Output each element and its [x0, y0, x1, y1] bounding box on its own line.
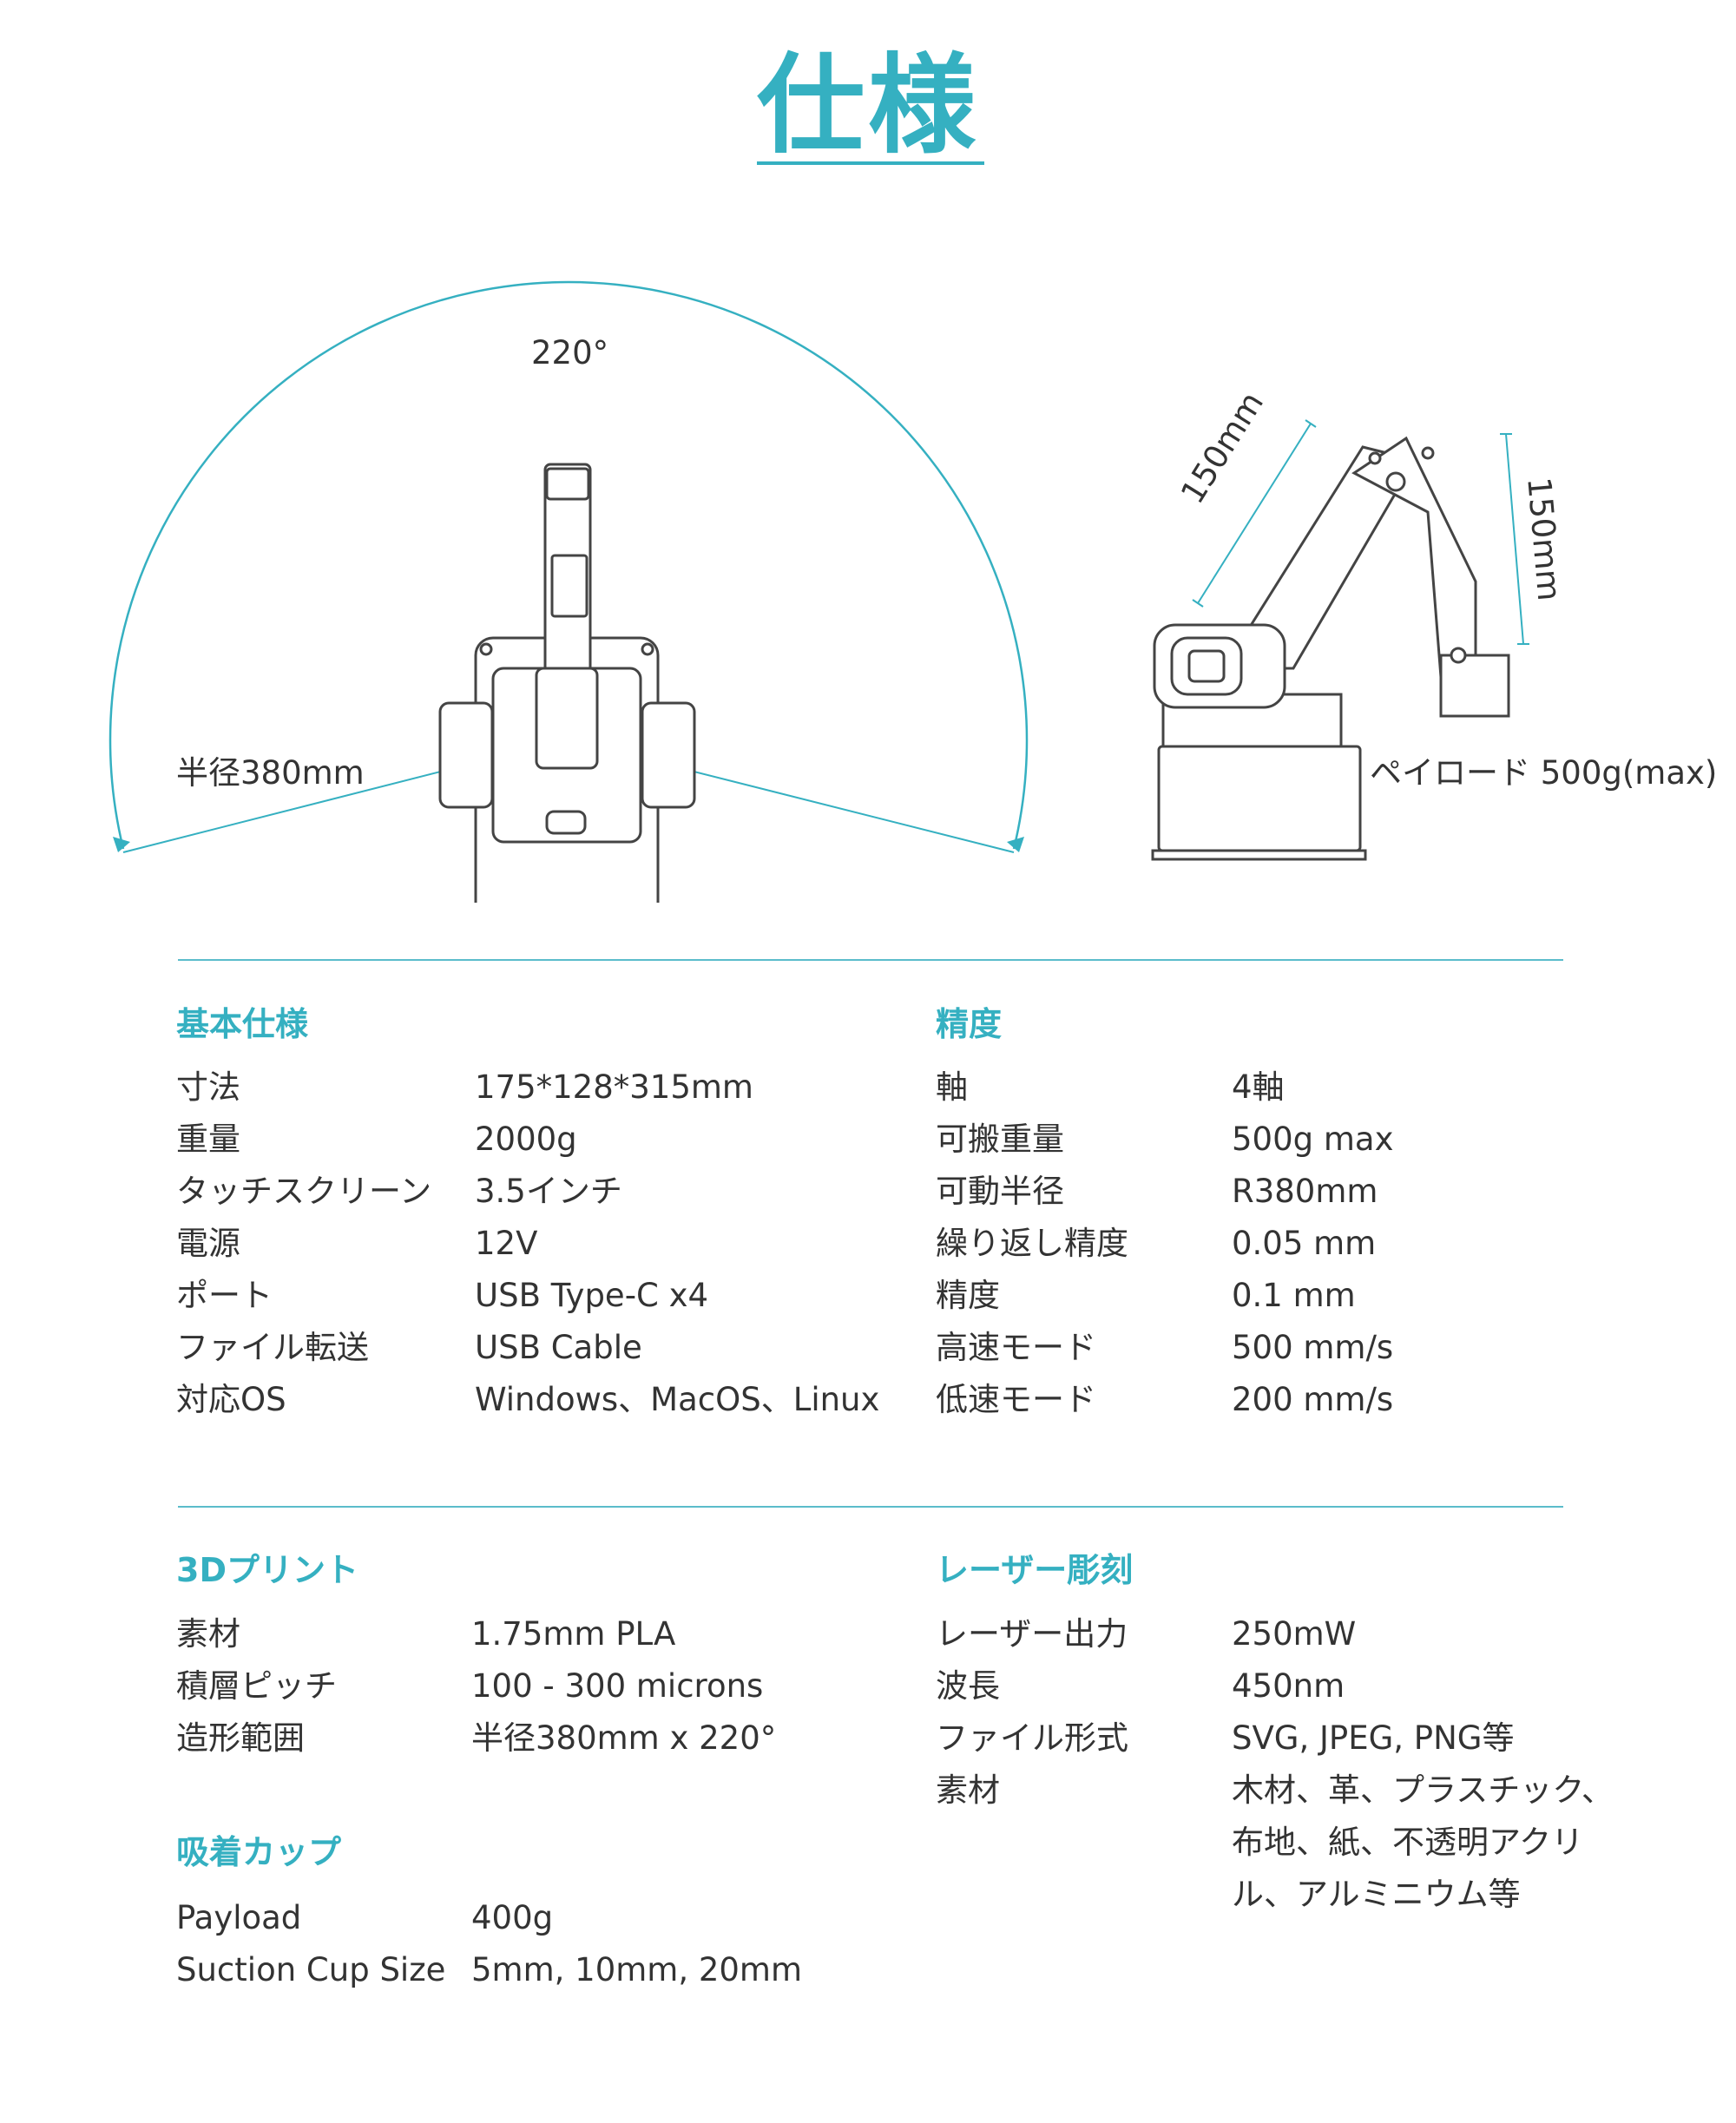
spec-value: USB Cable — [475, 1329, 642, 1366]
spec-value: 布地、紙、不透明アクリ — [1232, 1824, 1584, 1861]
side-view-diagram — [1151, 419, 1529, 861]
spec-label: 低速モード — [936, 1381, 1096, 1418]
dimension-lines — [1192, 419, 1529, 645]
spec-value: 200 mm/s — [1232, 1381, 1394, 1418]
spec-label: レーザー出力 — [936, 1615, 1128, 1653]
spec-value: 5mm, 10mm, 20mm — [471, 1951, 803, 1988]
spec-label: 可動半径 — [936, 1173, 1064, 1210]
spec-value: ル、アルミニウム等 — [1232, 1876, 1521, 1913]
angle-label: 220° — [531, 334, 609, 371]
section-divider — [178, 1506, 1563, 1508]
spec-label: 繰り返し精度 — [936, 1225, 1128, 1262]
spec-value: 450nm — [1232, 1667, 1345, 1705]
spec-value: USB Type-C x4 — [475, 1277, 709, 1314]
spec-value: 175*128*315mm — [475, 1068, 753, 1106]
title-underline — [757, 161, 984, 165]
radius-label: 半径380mm — [176, 754, 365, 792]
print3d-heading: 3Dプリント — [176, 1551, 358, 1589]
spec-label: Payload — [176, 1899, 302, 1936]
spec-value: 2000g — [475, 1121, 577, 1158]
spec-label: 造形範囲 — [176, 1719, 305, 1757]
spec-value: 1.75mm PLA — [471, 1615, 676, 1653]
spec-value: 12V — [475, 1225, 538, 1262]
spec-label: 軸 — [936, 1068, 968, 1106]
laser-heading: レーザー彫刻 — [936, 1551, 1134, 1589]
spec-label: タッチスクリーン — [176, 1173, 432, 1210]
spec-label: 波長 — [936, 1667, 1000, 1705]
spec-value: 木材、革、プラスチック、 — [1232, 1771, 1614, 1809]
spec-label: ファイル形式 — [936, 1719, 1128, 1757]
spec-value: 4軸 — [1232, 1068, 1285, 1106]
spec-value: Windows、MacOS、Linux — [475, 1381, 880, 1418]
basic-spec-heading: 基本仕様 — [176, 1005, 309, 1043]
spec-value: 250mW — [1232, 1615, 1357, 1653]
spec-value: 100 - 300 microns — [471, 1667, 764, 1705]
spec-value: 3.5インチ — [475, 1173, 622, 1210]
spec-value: 0.1 mm — [1232, 1277, 1356, 1314]
spec-label: 高速モード — [936, 1329, 1096, 1366]
precision-heading: 精度 — [936, 1005, 1003, 1043]
page-title: 仕様 — [756, 43, 979, 168]
spec-label: 重量 — [176, 1121, 240, 1158]
suction-heading: 吸着カップ — [176, 1833, 342, 1871]
section-divider — [178, 959, 1563, 961]
payload-label: ペイロード 500g(max) — [1370, 754, 1718, 792]
spec-label: 可搬重量 — [936, 1121, 1064, 1158]
spec-value: 500 mm/s — [1232, 1329, 1394, 1366]
spec-label: ポート — [176, 1277, 273, 1314]
spec-label: 素材 — [176, 1615, 240, 1653]
spec-label: 精度 — [936, 1277, 1000, 1314]
reach-arc — [108, 280, 1029, 852]
spec-label: 素材 — [936, 1771, 1000, 1809]
spec-value: 500g max — [1232, 1121, 1394, 1158]
spec-label: 寸法 — [176, 1068, 240, 1106]
spec-label: ファイル転送 — [176, 1329, 369, 1366]
spec-value: 400g — [471, 1899, 554, 1936]
spec-label: 積層ピッチ — [176, 1667, 337, 1705]
spec-label: Suction Cup Size — [176, 1951, 446, 1988]
spec-value: 0.05 mm — [1232, 1225, 1377, 1262]
spec-label: 対応OS — [176, 1381, 286, 1418]
robot-top-view — [438, 463, 696, 903]
spec-label: 電源 — [176, 1225, 240, 1262]
spec-value: SVG, JPEG, PNG等 — [1232, 1719, 1515, 1757]
top-view-diagram — [108, 280, 1029, 903]
robot-side-view — [1151, 436, 1510, 861]
spec-value: 半径380mm x 220° — [471, 1719, 777, 1757]
spec-value: R380mm — [1232, 1173, 1378, 1210]
